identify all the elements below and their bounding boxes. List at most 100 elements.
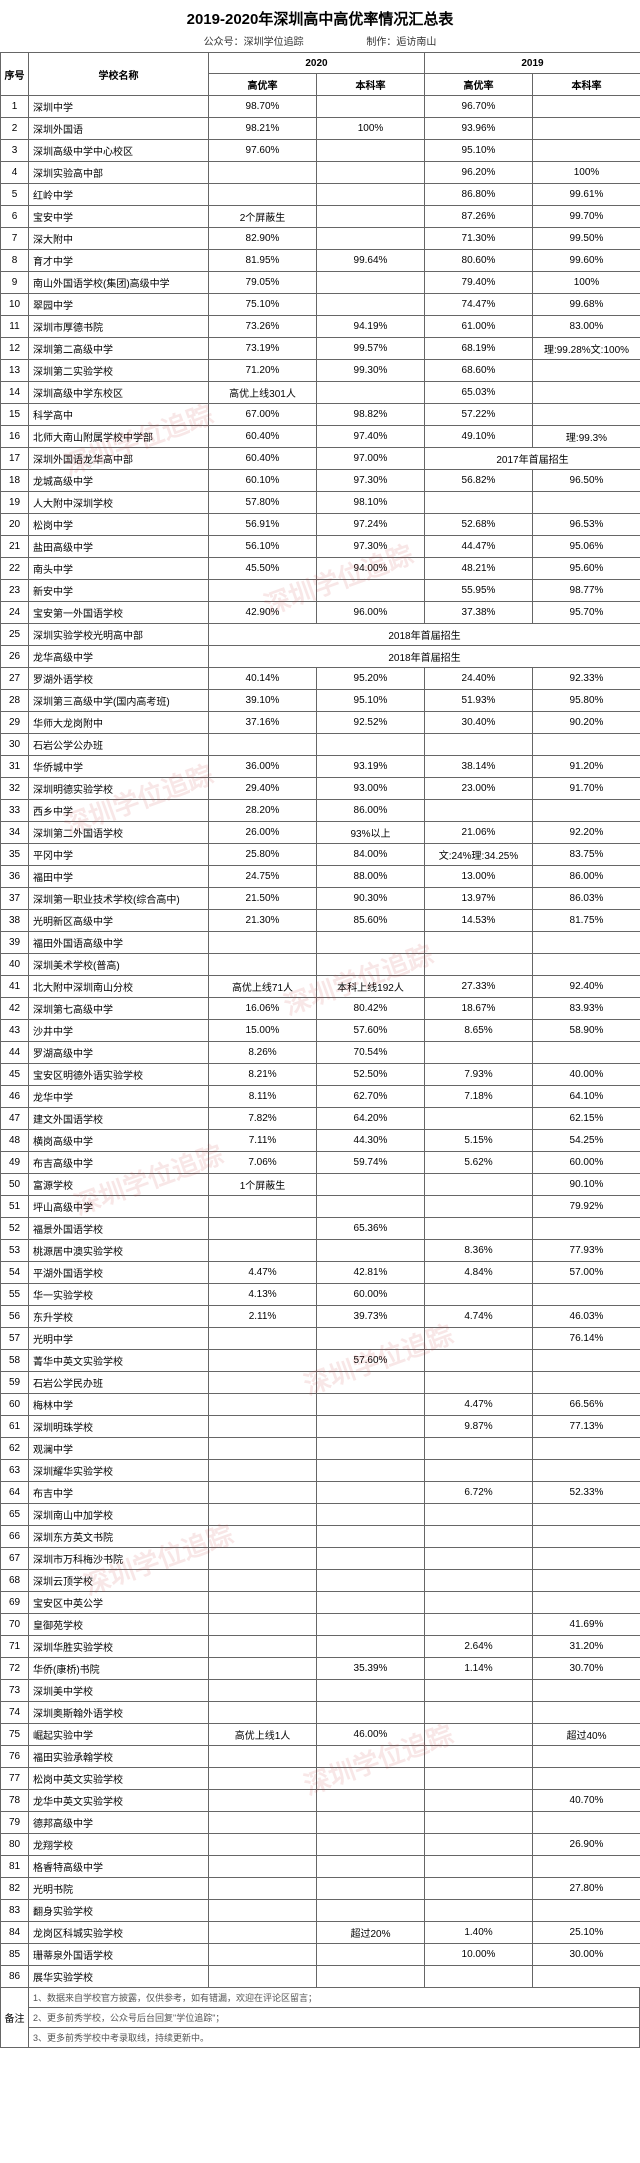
cell-school: 深圳高级中学东校区 (29, 382, 209, 404)
cell-school: 龙岗区科城实验学校 (29, 1922, 209, 1944)
cell-2020-gyl: 4.47% (209, 1262, 317, 1284)
table-row: 13深圳第二实验学校71.20%99.30%68.60% (1, 360, 640, 382)
cell-2019-bkl: 77.13% (533, 1416, 640, 1438)
cell-2020-bkl (317, 1416, 425, 1438)
cell-school: 深圳云顶学校 (29, 1570, 209, 1592)
cell-2020-bkl: 97.30% (317, 536, 425, 558)
cell-2019-gyl: 74.47% (425, 294, 533, 316)
cell-2019-bkl: 54.25% (533, 1130, 640, 1152)
cell-2020-bkl: 95.20% (317, 668, 425, 690)
cell-seq: 82 (1, 1878, 29, 1900)
cell-2019-gyl (425, 1746, 533, 1768)
cell-2020-bkl (317, 1834, 425, 1856)
table-row: 60梅林中学4.47%66.56% (1, 1394, 640, 1416)
table-row: 26龙华高级中学2018年首届招生 (1, 646, 640, 668)
cell-2019-bkl: 77.93% (533, 1240, 640, 1262)
table-row: 80龙翔学校26.90% (1, 1834, 640, 1856)
cell-seq: 7 (1, 228, 29, 250)
cell-2020-gyl (209, 184, 317, 206)
cell-2019-gyl (425, 1504, 533, 1526)
table-row: 84龙岗区科城实验学校超过20%1.40%25.10% (1, 1922, 640, 1944)
cell-2020-bkl: 57.60% (317, 1350, 425, 1372)
cell-2020-gyl: 8.26% (209, 1042, 317, 1064)
cell-seq: 64 (1, 1482, 29, 1504)
cell-seq: 58 (1, 1350, 29, 1372)
cell-school: 罗湖高级中学 (29, 1042, 209, 1064)
cell-seq: 37 (1, 888, 29, 910)
cell-school: 深圳实验高中部 (29, 162, 209, 184)
cell-2019-gyl: 13.97% (425, 888, 533, 910)
cell-2020-bkl (317, 382, 425, 404)
cell-2020-gyl (209, 1240, 317, 1262)
cell-school: 光明书院 (29, 1878, 209, 1900)
cell-school: 北大附中深圳南山分校 (29, 976, 209, 998)
page: 2019-2020年深圳高中高优率情况汇总表 公众号：深圳学位追踪 制作：逅访南… (0, 0, 640, 2048)
cell-2019-bkl (533, 1856, 640, 1878)
cell-seq: 69 (1, 1592, 29, 1614)
cell-school: 深圳第二实验学校 (29, 360, 209, 382)
cell-2019-gyl (425, 1790, 533, 1812)
th-2020-bkl: 本科率 (317, 74, 425, 96)
cell-2019-bkl: 52.33% (533, 1482, 640, 1504)
cell-school: 深圳美中学校 (29, 1680, 209, 1702)
cell-2020-gyl: 高优上线301人 (209, 382, 317, 404)
cell-2020-gyl (209, 1790, 317, 1812)
cell-2019-gyl: 93.96% (425, 118, 533, 140)
cell-seq: 3 (1, 140, 29, 162)
cell-seq: 42 (1, 998, 29, 1020)
cell-2019-gyl (425, 1768, 533, 1790)
cell-2019-gyl: 9.87% (425, 1416, 533, 1438)
cell-2020-gyl (209, 1812, 317, 1834)
cell-2019-gyl (425, 1284, 533, 1306)
cell-2020-bkl (317, 272, 425, 294)
cell-school: 深圳第一职业技术学校(综合高中) (29, 888, 209, 910)
cell-2020-gyl: 42.90% (209, 602, 317, 624)
table-row: 5红岭中学86.80%99.61% (1, 184, 640, 206)
cell-2020-gyl: 24.75% (209, 866, 317, 888)
table-head: 序号 学校名称 2020 2019 高优率 本科率 高优率 本科率 (1, 53, 640, 96)
cell-school: 福田中学 (29, 866, 209, 888)
cell-2019-gyl (425, 1724, 533, 1746)
cell-2019-bkl: 96.53% (533, 514, 640, 536)
cell-2019-gyl: 52.68% (425, 514, 533, 536)
cell-2019-gyl: 68.60% (425, 360, 533, 382)
cell-2019-gyl: 7.18% (425, 1086, 533, 1108)
cell-school: 光明中学 (29, 1328, 209, 1350)
cell-2020-bkl: 93.00% (317, 778, 425, 800)
cell-2019-gyl (425, 1328, 533, 1350)
cell-2020-bkl (317, 1482, 425, 1504)
cell-2020-bkl (317, 294, 425, 316)
cell-school: 格睿特高级中学 (29, 1856, 209, 1878)
cell-school: 展华实验学校 (29, 1966, 209, 1988)
cell-2020-bkl: 99.64% (317, 250, 425, 272)
cell-seq: 63 (1, 1460, 29, 1482)
cell-school: 育才中学 (29, 250, 209, 272)
cell-2019-bkl: 60.00% (533, 1152, 640, 1174)
table-row: 36福田中学24.75%88.00%13.00%86.00% (1, 866, 640, 888)
cell-seq: 67 (1, 1548, 29, 1570)
cell-2019-bkl: 26.90% (533, 1834, 640, 1856)
table-row: 64布吉中学6.72%52.33% (1, 1482, 640, 1504)
cell-school: 桃源居中澳实验学校 (29, 1240, 209, 1262)
table-row: 77松岗中英文实验学校 (1, 1768, 640, 1790)
table-row: 45宝安区明德外语实验学校8.21%52.50%7.93%40.00% (1, 1064, 640, 1086)
cell-school: 盐田高级中学 (29, 536, 209, 558)
cell-2019-bkl: 62.15% (533, 1108, 640, 1130)
table-row: 79德邦高级中学 (1, 1812, 640, 1834)
cell-2020-gyl (209, 1592, 317, 1614)
cell-seq: 54 (1, 1262, 29, 1284)
cell-school: 光明新区高级中学 (29, 910, 209, 932)
cell-2019-bkl (533, 1350, 640, 1372)
table-row: 53桃源居中澳实验学校8.36%77.93% (1, 1240, 640, 1262)
footer-label: 备注 (1, 1988, 29, 2047)
cell-seq: 24 (1, 602, 29, 624)
cell-2020-bkl (317, 1240, 425, 1262)
cell-2020-gyl (209, 1482, 317, 1504)
cell-2019-bkl: 超过40% (533, 1724, 640, 1746)
cell-2020-gyl: 7.06% (209, 1152, 317, 1174)
cell-school: 福田外国语高级中学 (29, 932, 209, 954)
cell-2020-bkl (317, 1548, 425, 1570)
cell-seq: 41 (1, 976, 29, 998)
cell-2020-bkl (317, 954, 425, 976)
cell-seq: 49 (1, 1152, 29, 1174)
